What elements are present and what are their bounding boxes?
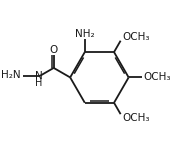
Text: O: O: [50, 45, 58, 55]
Text: N: N: [35, 71, 43, 81]
Text: H₂N: H₂N: [1, 70, 21, 80]
Text: OCH₃: OCH₃: [143, 72, 171, 82]
Text: OCH₃: OCH₃: [122, 113, 150, 123]
Text: OCH₃: OCH₃: [122, 32, 150, 42]
Text: H: H: [35, 77, 43, 88]
Text: NH₂: NH₂: [75, 29, 95, 39]
